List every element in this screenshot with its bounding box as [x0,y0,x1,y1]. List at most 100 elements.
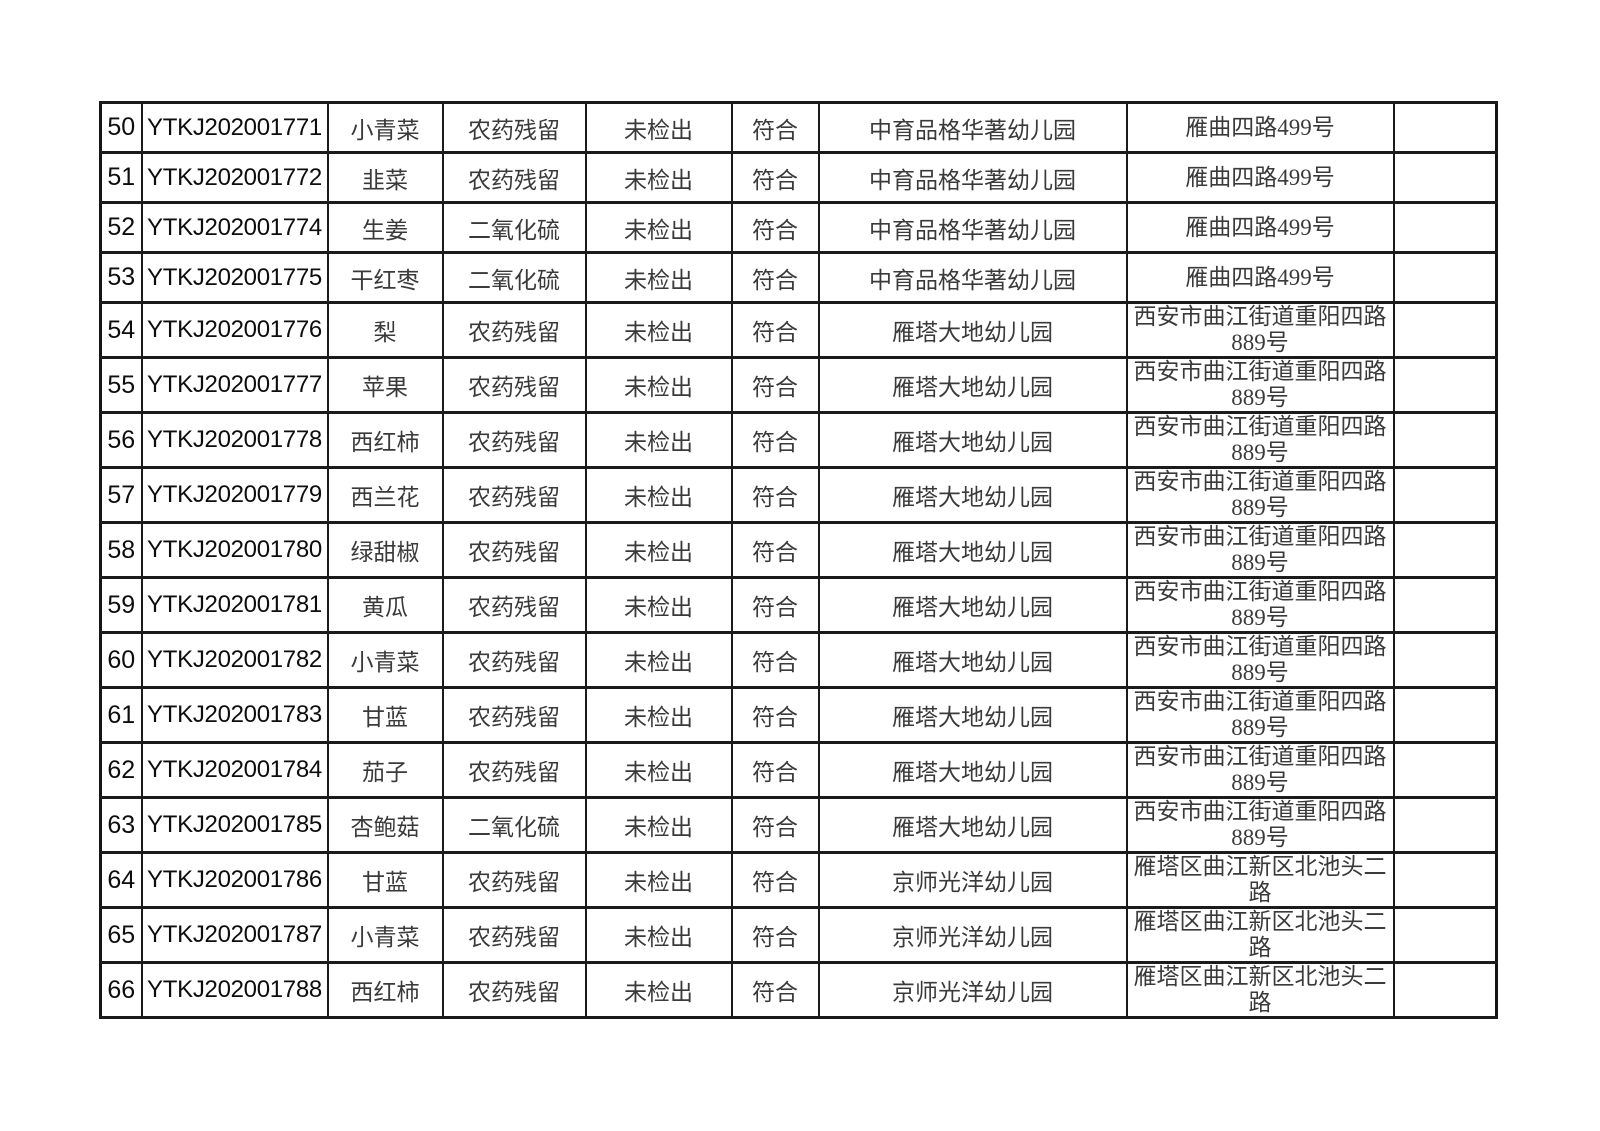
cell-organization: 中育品格华著幼儿园 [817,151,1128,204]
cell-sample-code: YTKJ202001787 [140,906,329,964]
cell-conclusion: 符合 [730,521,820,579]
cell-conclusion: 符合 [730,251,820,304]
cell-test-item: 农药残留 [441,576,587,634]
cell-organization: 京师光洋幼儿园 [817,961,1128,1019]
cell-sample-name: 韭菜 [326,151,444,204]
table-row: 52 YTKJ202001774 生姜 二氧化硫 未检出 符合 中育品格华著幼儿… [99,201,1498,254]
cell-blank [1392,466,1498,524]
cell-test-result: 未检出 [584,101,733,154]
cell-address: 雁塔区曲江新区北池头二路 [1125,961,1395,1019]
table-row: 57 YTKJ202001779 西兰花 农药残留 未检出 符合 雁塔大地幼儿园… [99,466,1498,524]
cell-sample-code: YTKJ202001774 [140,201,329,254]
cell-organization: 雁塔大地幼儿园 [817,411,1128,469]
cell-blank [1392,906,1498,964]
cell-sample-name: 茄子 [326,741,444,799]
cell-test-result: 未检出 [584,686,733,744]
cell-conclusion: 符合 [730,576,820,634]
cell-sample-code: YTKJ202001777 [140,356,329,414]
cell-address: 西安市曲江街道重阳四路 889号 [1125,796,1395,854]
cell-row-number: 66 [99,961,143,1019]
cell-blank [1392,961,1498,1019]
cell-test-item: 农药残留 [441,961,587,1019]
cell-sample-code: YTKJ202001778 [140,411,329,469]
cell-organization: 京师光洋幼儿园 [817,906,1128,964]
cell-row-number: 54 [99,301,143,359]
cell-address: 西安市曲江街道重阳四路 889号 [1125,356,1395,414]
cell-address: 西安市曲江街道重阳四路 889号 [1125,741,1395,799]
cell-address: 雁曲四路499号 [1125,101,1395,154]
cell-row-number: 65 [99,906,143,964]
table-row: 61 YTKJ202001783 甘蓝 农药残留 未检出 符合 雁塔大地幼儿园 … [99,686,1498,744]
cell-address: 西安市曲江街道重阳四路 889号 [1125,466,1395,524]
cell-blank [1392,686,1498,744]
cell-test-item: 农药残留 [441,101,587,154]
cell-address: 西安市曲江街道重阳四路 889号 [1125,576,1395,634]
cell-sample-code: YTKJ202001776 [140,301,329,359]
cell-test-result: 未检出 [584,741,733,799]
cell-conclusion: 符合 [730,631,820,689]
table-row: 63 YTKJ202001785 杏鲍菇 二氧化硫 未检出 符合 雁塔大地幼儿园… [99,796,1498,854]
cell-organization: 雁塔大地幼儿园 [817,356,1128,414]
cell-conclusion: 符合 [730,301,820,359]
cell-organization: 雁塔大地幼儿园 [817,521,1128,579]
cell-test-result: 未检出 [584,466,733,524]
cell-sample-name: 梨 [326,301,444,359]
cell-row-number: 53 [99,251,143,304]
cell-blank [1392,356,1498,414]
cell-test-result: 未检出 [584,521,733,579]
cell-sample-name: 干红枣 [326,251,444,304]
cell-row-number: 50 [99,101,143,154]
cell-sample-name: 杏鲍菇 [326,796,444,854]
cell-address: 雁塔区曲江新区北池头二路 [1125,851,1395,909]
cell-conclusion: 符合 [730,961,820,1019]
cell-organization: 中育品格华著幼儿园 [817,201,1128,254]
cell-conclusion: 符合 [730,151,820,204]
cell-test-item: 农药残留 [441,906,587,964]
cell-conclusion: 符合 [730,411,820,469]
cell-sample-code: YTKJ202001779 [140,466,329,524]
cell-conclusion: 符合 [730,356,820,414]
cell-sample-name: 西红柿 [326,411,444,469]
cell-test-item: 农药残留 [441,356,587,414]
cell-test-result: 未检出 [584,356,733,414]
cell-test-item: 农药残留 [441,301,587,359]
cell-organization: 雁塔大地幼儿园 [817,741,1128,799]
cell-sample-code: YTKJ202001788 [140,961,329,1019]
cell-address: 雁曲四路499号 [1125,251,1395,304]
cell-row-number: 60 [99,631,143,689]
cell-blank [1392,251,1498,304]
cell-conclusion: 符合 [730,796,820,854]
cell-blank [1392,521,1498,579]
table-row: 53 YTKJ202001775 干红枣 二氧化硫 未检出 符合 中育品格华著幼… [99,251,1498,304]
cell-sample-code: YTKJ202001784 [140,741,329,799]
cell-test-item: 农药残留 [441,151,587,204]
inspection-results-table: 50 YTKJ202001771 小青菜 农药残留 未检出 符合 中育品格华著幼… [99,101,1498,1019]
cell-row-number: 61 [99,686,143,744]
table-row: 56 YTKJ202001778 西红柿 农药残留 未检出 符合 雁塔大地幼儿园… [99,411,1498,469]
cell-conclusion: 符合 [730,201,820,254]
cell-sample-name: 小青菜 [326,101,444,154]
cell-test-result: 未检出 [584,251,733,304]
cell-test-item: 二氧化硫 [441,796,587,854]
cell-conclusion: 符合 [730,906,820,964]
cell-blank [1392,851,1498,909]
table-row: 55 YTKJ202001777 苹果 农药残留 未检出 符合 雁塔大地幼儿园 … [99,356,1498,414]
table-row: 60 YTKJ202001782 小青菜 农药残留 未检出 符合 雁塔大地幼儿园… [99,631,1498,689]
cell-sample-name: 生姜 [326,201,444,254]
cell-sample-code: YTKJ202001771 [140,101,329,154]
cell-test-item: 二氧化硫 [441,201,587,254]
cell-blank [1392,201,1498,254]
cell-sample-name: 西红柿 [326,961,444,1019]
cell-row-number: 56 [99,411,143,469]
cell-address: 雁塔区曲江新区北池头二路 [1125,906,1395,964]
cell-organization: 雁塔大地幼儿园 [817,466,1128,524]
cell-sample-code: YTKJ202001782 [140,631,329,689]
table-row: 59 YTKJ202001781 黄瓜 农药残留 未检出 符合 雁塔大地幼儿园 … [99,576,1498,634]
cell-organization: 雁塔大地幼儿园 [817,576,1128,634]
cell-test-result: 未检出 [584,301,733,359]
table-row: 50 YTKJ202001771 小青菜 农药残留 未检出 符合 中育品格华著幼… [99,101,1498,154]
cell-row-number: 58 [99,521,143,579]
cell-test-item: 农药残留 [441,686,587,744]
cell-test-item: 农药残留 [441,741,587,799]
cell-sample-name: 绿甜椒 [326,521,444,579]
